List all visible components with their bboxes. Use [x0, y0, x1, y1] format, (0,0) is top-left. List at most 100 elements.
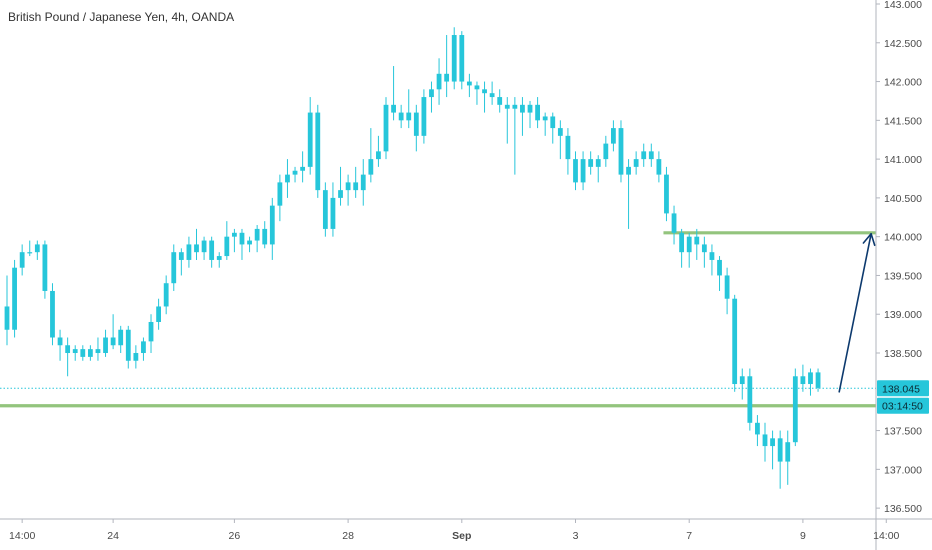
candle [322, 182, 328, 237]
candle [277, 174, 283, 222]
candle-body [535, 104, 540, 121]
candle-body [595, 159, 601, 167]
candle [391, 66, 396, 121]
candle [72, 345, 78, 361]
candle [156, 298, 161, 330]
candle-body [345, 182, 351, 191]
candle-body [664, 174, 669, 214]
candle [232, 228, 237, 253]
candle-body [338, 190, 343, 198]
candle-body [216, 256, 222, 260]
candle [747, 368, 753, 431]
candle-body [19, 252, 25, 268]
price-tick-label: 141.000 [884, 154, 922, 166]
candle-body [527, 104, 533, 113]
candle [800, 364, 806, 392]
price-tick-label: 140.500 [884, 193, 922, 205]
candle-body [141, 341, 146, 354]
candle-body [383, 104, 389, 152]
candle [497, 89, 503, 113]
candle-body [686, 236, 692, 253]
candle-body [436, 73, 442, 90]
candle [770, 430, 775, 470]
candle-body [254, 228, 260, 241]
candle-body [232, 232, 237, 237]
candle [489, 81, 495, 105]
candle [148, 314, 154, 354]
candle [436, 58, 442, 105]
candle [383, 97, 389, 160]
candle-body [239, 232, 245, 245]
countdown-badge-bg [877, 397, 929, 414]
candle [247, 236, 252, 253]
candle [269, 197, 275, 260]
candle [376, 135, 381, 167]
candle-body [603, 143, 609, 160]
candle-body [770, 438, 775, 447]
candle [398, 104, 404, 129]
candle-body [118, 329, 124, 346]
candle-body [72, 349, 78, 354]
arrow-shaft [838, 232, 872, 393]
candle [565, 128, 571, 175]
candle [618, 120, 624, 183]
candle [216, 252, 222, 268]
candle [300, 151, 306, 183]
candle-body [466, 81, 472, 86]
candle [573, 151, 578, 191]
price-tick-label: 137.500 [884, 426, 922, 438]
candle [285, 159, 290, 198]
candle [34, 240, 40, 260]
candle [406, 89, 412, 129]
price-tick-label: 143.000 [884, 0, 922, 11]
candle [262, 221, 268, 249]
candle-body [808, 372, 813, 385]
candle [57, 329, 63, 361]
candle [307, 97, 313, 175]
candle [330, 182, 336, 237]
candle-body [262, 228, 268, 245]
candle-body [285, 174, 290, 183]
candle-body [156, 306, 161, 322]
candle-body [27, 252, 33, 254]
candle [186, 236, 192, 268]
time-axis[interactable]: 14:00 24 26 28 Sep 3 7 9 14:00 [9, 519, 900, 542]
candle-body [413, 112, 419, 136]
candle [671, 205, 677, 245]
candle-body [459, 35, 465, 82]
candle-body [125, 329, 131, 361]
price-tick-label: 139.500 [884, 270, 922, 282]
candle-body [709, 252, 715, 260]
candle [792, 368, 798, 447]
price-axis[interactable]: 143.000 142.500 142.000 141.500 141.000 140.5… [876, 0, 922, 515]
candle-body [641, 151, 647, 160]
candle [709, 244, 715, 276]
candle-body [307, 112, 313, 167]
candle [527, 100, 533, 129]
candle [87, 345, 93, 361]
candle-body [542, 116, 548, 121]
candle-body [4, 306, 10, 330]
candle-body [504, 104, 510, 109]
candle-body [391, 104, 396, 113]
candle-body [732, 298, 738, 385]
candle-body [656, 159, 662, 175]
candle-body [103, 337, 108, 354]
candle-body [474, 85, 480, 90]
candle [125, 325, 131, 369]
candle-body [163, 283, 169, 307]
candle-body [34, 244, 40, 253]
candle [557, 120, 563, 160]
arrow-head [862, 232, 876, 247]
time-tick-label: Sep [452, 530, 471, 542]
last-price-badge-bg [877, 380, 929, 397]
candle-body [322, 190, 328, 229]
candle-body [57, 337, 63, 346]
candle-body [65, 345, 71, 354]
candle [338, 166, 343, 206]
candle-body [87, 349, 93, 357]
candle-body [815, 372, 821, 388]
candle-body [785, 442, 791, 462]
candle [209, 236, 215, 268]
